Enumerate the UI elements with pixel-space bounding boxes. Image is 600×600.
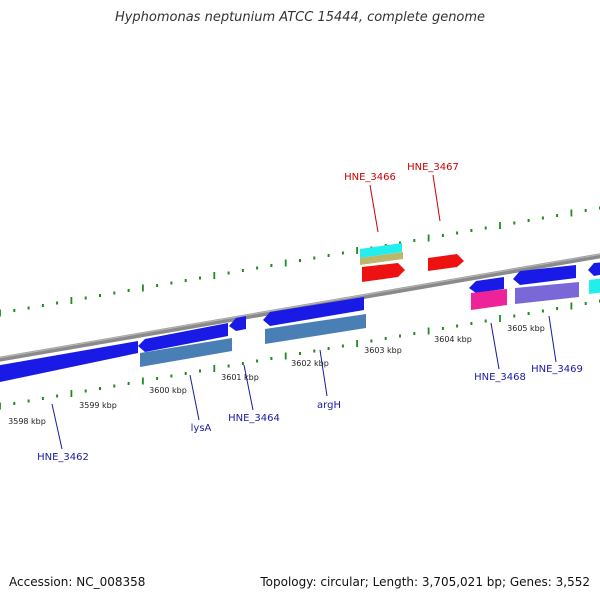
ruler-label-3602: 3602 kbp bbox=[291, 359, 329, 368]
leader-hne3466 bbox=[369, 184, 379, 233]
gene-edge-arrow bbox=[588, 262, 600, 276]
ruler-top bbox=[0, 206, 600, 317]
gene-label-argH: argH bbox=[317, 400, 341, 411]
leader-argH bbox=[319, 349, 328, 397]
leader-hne3467 bbox=[432, 174, 441, 222]
accession-text: Accession: NC_008358 bbox=[9, 575, 146, 589]
cds-hne3469-bar bbox=[515, 282, 579, 304]
gene-label-hne3468: HNE_3468 bbox=[474, 372, 526, 383]
gene-hne3467-arrow bbox=[428, 254, 464, 271]
gene-lysA-arrow bbox=[138, 323, 228, 352]
gene-label-hne3469: HNE_3469 bbox=[531, 364, 583, 375]
gene-hne3462-arrow bbox=[0, 341, 138, 382]
genome-backbone-highlight bbox=[0, 253, 600, 359]
ruler-labels: 3598 kbp 3599 kbp 3600 kbp 3601 kbp 3602… bbox=[8, 324, 545, 426]
gene-hne3469-arrow bbox=[513, 265, 576, 285]
leader-hne3469 bbox=[548, 315, 557, 363]
gene-hne3466-arrow bbox=[362, 263, 405, 282]
gene-label-leaders bbox=[51, 174, 557, 450]
gene-label-hne3462: HNE_3462 bbox=[37, 452, 89, 463]
gene-label-hne3466: HNE_3466 bbox=[344, 172, 396, 183]
ruler-label-3598: 3598 kbp bbox=[8, 417, 46, 426]
ruler-label-3601: 3601 kbp bbox=[221, 373, 259, 382]
gene-argH-arrow bbox=[263, 297, 364, 326]
cds-hne3466-cyan-bar bbox=[360, 243, 402, 258]
cds-argH-bar bbox=[265, 314, 366, 344]
ruler-label-3600: 3600 kbp bbox=[149, 386, 187, 395]
cds-edge-bar bbox=[589, 278, 600, 294]
leader-hne3462 bbox=[51, 403, 63, 450]
genome-summary-text: Topology: circular; Length: 3,705,021 bp… bbox=[260, 575, 590, 589]
ruler-bottom bbox=[0, 299, 600, 410]
gene-label-lysA: lysA bbox=[191, 423, 212, 434]
ruler-label-3599: 3599 kbp bbox=[79, 401, 117, 410]
cds-hne3466-khaki-bar bbox=[360, 252, 403, 265]
cds-lysA-bar bbox=[140, 338, 232, 367]
gene-label-hne3464: HNE_3464 bbox=[228, 413, 280, 424]
ruler-label-3604: 3604 kbp bbox=[434, 335, 472, 344]
gene-features bbox=[0, 243, 600, 382]
leader-lysA bbox=[189, 374, 200, 421]
map-title: Hyphomonas neptunium ATCC 15444, complet… bbox=[114, 10, 486, 25]
gene-hne3464-arrow bbox=[229, 316, 246, 331]
leader-hne3468 bbox=[490, 322, 500, 370]
gene-labels: HNE_3462 lysA HNE_3464 argH HNE_3466 HNE… bbox=[37, 162, 583, 463]
gene-hne3468-arrow bbox=[469, 277, 504, 293]
leader-hne3464 bbox=[243, 364, 254, 411]
ruler-label-3603: 3603 kbp bbox=[364, 346, 402, 355]
ruler-label-3605: 3605 kbp bbox=[507, 324, 545, 333]
gene-label-hne3467: HNE_3467 bbox=[407, 162, 459, 173]
cds-hne3468-bar bbox=[471, 289, 507, 310]
